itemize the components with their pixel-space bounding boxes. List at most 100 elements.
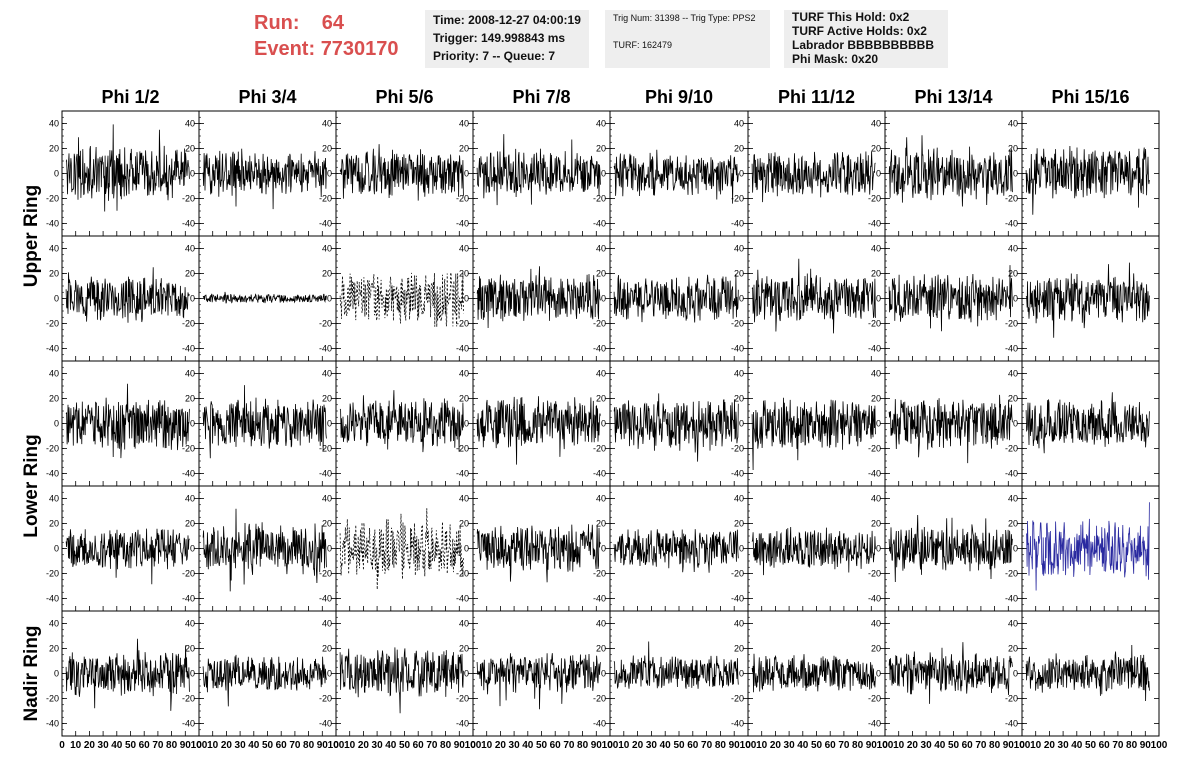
y-tick-label: -20 (46, 569, 59, 579)
y-tick-label: -40 (46, 344, 59, 354)
waveform-trace (202, 508, 327, 592)
y-tick-label: 20 (1008, 269, 1018, 279)
y-tick-label: -20 (868, 444, 881, 454)
x-tick-label: 80 (577, 740, 589, 751)
y-tick-label: -40 (46, 719, 59, 729)
x-tick-label: 70 (701, 740, 713, 751)
y-tick-label: -40 (593, 469, 606, 479)
y-tick-label: 40 (596, 244, 606, 254)
y-tick-label: 0 (1013, 419, 1018, 429)
x-tick-label: 100 (877, 740, 894, 751)
x-tick-label: 0 (470, 740, 476, 751)
x-tick-label: 30 (235, 740, 247, 751)
waveform-trace (888, 642, 1013, 704)
y-tick-label: 0 (327, 419, 332, 429)
waveform-trace (751, 258, 876, 334)
x-tick-label: 10 (756, 740, 768, 751)
waveform-trace (476, 396, 601, 465)
y-tick-label: -20 (868, 694, 881, 704)
x-tick-label: 40 (111, 740, 123, 751)
y-tick-label: 20 (596, 269, 606, 279)
x-tick-label: 90 (317, 740, 329, 751)
row-group-label: Lower Ring (21, 434, 42, 537)
x-tick-label: 20 (632, 740, 644, 751)
y-tick-label: 0 (190, 544, 195, 554)
y-tick-label: -40 (319, 469, 332, 479)
waveform-trace (65, 124, 190, 212)
y-tick-label: 0 (739, 169, 744, 179)
y-tick-label: 20 (459, 519, 469, 529)
x-tick-label: 60 (1099, 740, 1111, 751)
x-tick-label: 60 (687, 740, 699, 751)
y-tick-label: 40 (1008, 494, 1018, 504)
y-tick-label: 40 (1008, 119, 1018, 129)
waveform-trace (751, 397, 876, 471)
y-tick-label: 20 (734, 644, 744, 654)
y-tick-label: 20 (1008, 519, 1018, 529)
x-tick-label: 40 (248, 740, 260, 751)
y-tick-label: -20 (46, 319, 59, 329)
waveform-trace (751, 653, 876, 693)
waveform-trace (1025, 502, 1150, 591)
waveform-trace (1025, 392, 1150, 454)
y-tick-label: -20 (731, 194, 744, 204)
y-tick-label: 40 (734, 244, 744, 254)
y-tick-label: 20 (1008, 644, 1018, 654)
y-tick-label: 0 (190, 419, 195, 429)
y-tick-label: 40 (596, 619, 606, 629)
y-tick-label: 0 (739, 544, 744, 554)
column-header: Phi 1/2 (101, 87, 159, 107)
waveform-trace (1025, 644, 1150, 702)
x-tick-label: 20 (907, 740, 919, 751)
y-tick-label: -20 (456, 694, 469, 704)
y-tick-label: 0 (327, 669, 332, 679)
y-tick-label: 0 (601, 669, 606, 679)
y-tick-label: -40 (319, 594, 332, 604)
y-tick-label: 40 (459, 494, 469, 504)
turf-info-box: TURF This Hold: 0x2 TURF Active Holds: 0… (784, 10, 948, 68)
waveform-trace (65, 638, 190, 711)
x-tick-label: 60 (413, 740, 425, 751)
y-tick-label: 40 (459, 619, 469, 629)
trig-num-text: Trig Num: 31398 -- Trig Type: PPS2 (613, 13, 756, 23)
x-tick-label: 100 (328, 740, 345, 751)
y-tick-label: -40 (46, 219, 59, 229)
x-tick-label: 30 (784, 740, 796, 751)
y-tick-label: 20 (322, 519, 332, 529)
x-tick-label: 0 (1019, 740, 1025, 751)
y-tick-label: 0 (464, 169, 469, 179)
y-tick-label: -20 (319, 694, 332, 704)
y-tick-label: -40 (731, 219, 744, 229)
x-tick-label: 50 (536, 740, 548, 751)
y-tick-label: -20 (46, 444, 59, 454)
y-tick-label: 20 (185, 144, 195, 154)
y-tick-label: 0 (739, 419, 744, 429)
column-header: Phi 15/16 (1051, 87, 1129, 107)
labrador-text: Labrador BBBBBBBBBB (792, 38, 935, 52)
y-tick-label: 20 (596, 144, 606, 154)
y-tick-label: 40 (1008, 244, 1018, 254)
y-tick-label: -20 (456, 444, 469, 454)
y-tick-label: -40 (182, 719, 195, 729)
y-tick-label: 40 (322, 119, 332, 129)
y-tick-label: 40 (1008, 369, 1018, 379)
y-tick-label: 0 (54, 669, 59, 679)
panel-frame (884, 360, 1023, 487)
y-tick-label: 40 (185, 494, 195, 504)
y-tick-label: -40 (593, 594, 606, 604)
y-tick-label: 0 (876, 669, 881, 679)
y-tick-label: -40 (1005, 344, 1018, 354)
x-tick-label: 0 (59, 740, 65, 751)
waveform-trace (888, 394, 1013, 464)
panel-frame (198, 485, 337, 612)
x-tick-label: 80 (715, 740, 727, 751)
x-tick-label: 50 (262, 740, 274, 751)
y-tick-label: -20 (46, 194, 59, 204)
y-tick-label: 0 (54, 419, 59, 429)
y-tick-label: 40 (49, 494, 59, 504)
waveform-trace (613, 149, 739, 204)
y-tick-label: -40 (319, 344, 332, 354)
y-tick-label: -20 (868, 194, 881, 204)
y-tick-label: -20 (1005, 319, 1018, 329)
x-tick-label: 60 (276, 740, 288, 751)
